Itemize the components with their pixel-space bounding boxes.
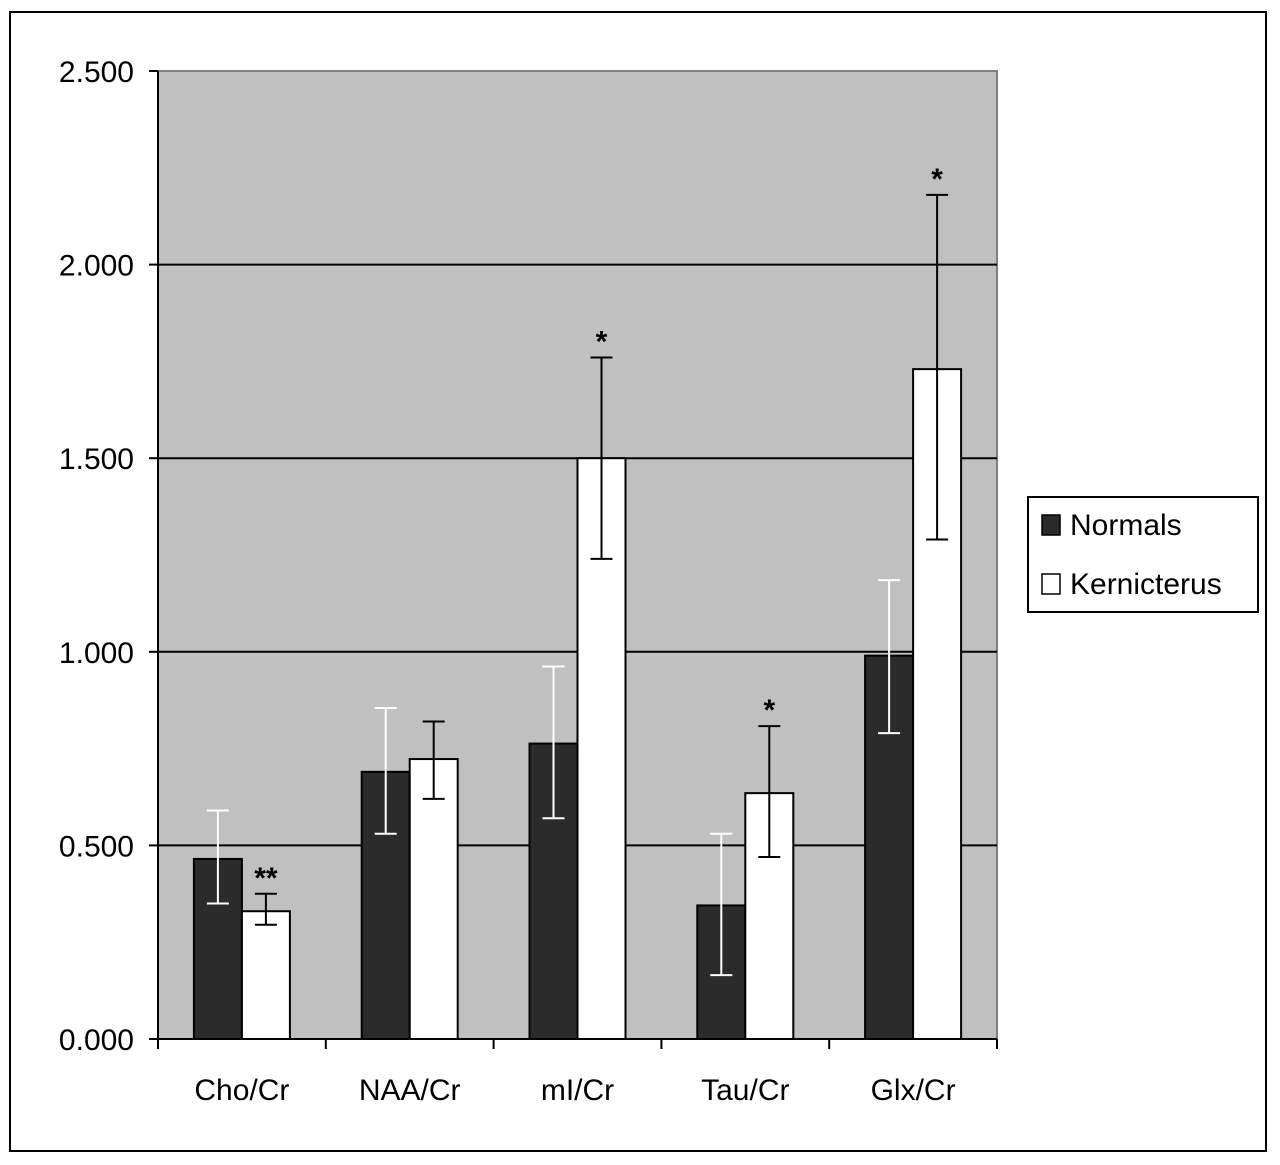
y-tick-label: 0.500 [59, 830, 134, 863]
x-tick-label: Cho/Cr [194, 1074, 289, 1107]
x-tick-label: mI/Cr [541, 1074, 614, 1107]
x-tick-label: Glx/Cr [871, 1074, 956, 1107]
significance-marker: * [596, 326, 608, 359]
x-tick-label: Tau/Cr [701, 1074, 789, 1107]
legend: Normals Kernicterus [1027, 496, 1259, 613]
bar-kernicterus [408, 758, 459, 1040]
error-bars [206, 193, 949, 977]
bar-kernicterus [240, 910, 291, 1040]
y-tick-label: 1.000 [59, 637, 134, 670]
legend-box [1027, 496, 1259, 613]
y-tick-label: 2.500 [59, 56, 134, 89]
significance-marker: ** [254, 862, 278, 895]
legend-swatch-normals [1041, 514, 1061, 536]
significance-marker: * [763, 694, 775, 727]
y-tick-label: 0.000 [59, 1024, 134, 1057]
legend-label-kernicterus: Kernicterus [1070, 568, 1222, 601]
x-tick-label: NAA/Cr [359, 1074, 461, 1107]
y-tick-label: 1.500 [59, 443, 134, 476]
legend-label-normals: Normals [1070, 509, 1182, 542]
legend-swatch-kernicterus [1041, 573, 1061, 595]
y-tick-label: 2.000 [59, 250, 134, 283]
significance-marker: * [931, 163, 943, 196]
